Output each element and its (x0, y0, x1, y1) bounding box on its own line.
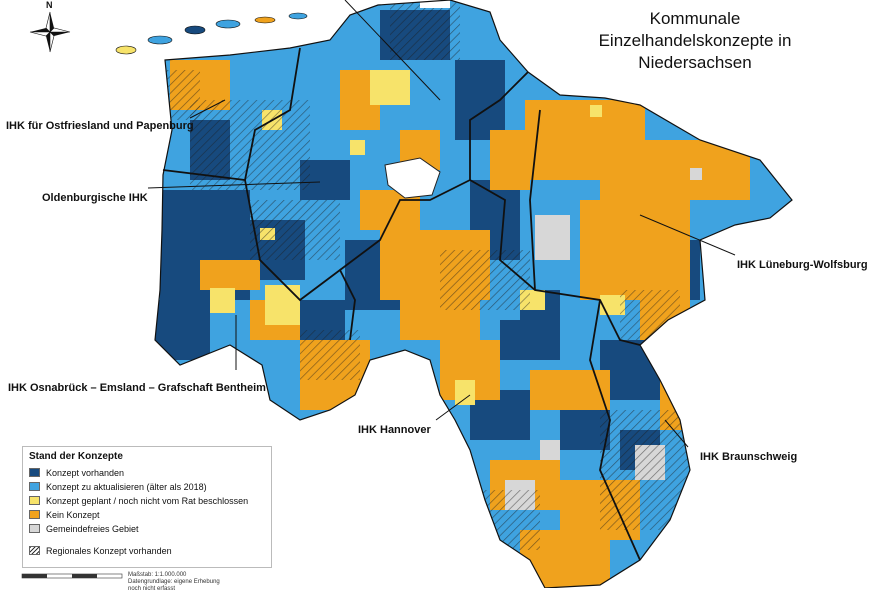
legend-swatch (29, 510, 40, 519)
legend-swatch-hatch (29, 546, 40, 555)
region-label-osnabrueck: IHK Osnabrück – Emsland – Grafschaft Ben… (8, 382, 266, 394)
legend-label: Konzept geplant / noch nicht vom Rat bes… (46, 495, 249, 506)
legend-item: Konzept zu aktualisieren (älter als 2018… (29, 480, 265, 493)
legend-swatch (29, 482, 40, 491)
state-outline (154, 0, 793, 588)
legend-item: Kein Konzept (29, 508, 265, 521)
legend-label: Regionales Konzept vorhanden (46, 545, 172, 556)
legend-label: Konzept vorhanden (46, 467, 125, 478)
legend-label: Kein Konzept (46, 509, 100, 520)
extra-text: noch nicht erfasst (128, 586, 176, 592)
legend-title: Stand der Konzepte (29, 451, 123, 462)
region-label-lueneburg: IHK Lüneburg-Wolfsburg (737, 259, 868, 271)
legend-item: Gemeindefreies Gebiet (29, 522, 265, 535)
scale-bar (21, 573, 123, 579)
legend-item-hatch: Regionales Konzept vorhanden (29, 544, 265, 557)
source-text: Datengrundlage: eigene Erhebung (128, 579, 220, 585)
compass-rose-icon (29, 11, 71, 53)
scale-text: Maßstab: 1:1.000.000 (128, 572, 187, 578)
legend-item: Konzept vorhanden (29, 466, 265, 479)
region-label-ostfriesland: IHK für Ostfriesland und Papenburg (6, 120, 194, 132)
region-label-braunschweig: IHK Braunschweig (700, 451, 798, 463)
legend-swatch (29, 524, 40, 533)
map-title: Kommunale Einzelhandelskonzepte in Niede… (598, 9, 792, 72)
region-label-oldenburg: Oldenburgische IHK (42, 192, 148, 204)
compass-north-label: N (46, 0, 53, 10)
ihk-boundaries (162, 47, 641, 561)
scale-info: Maßstab: 1:1.000.000 Datengrundlage: eig… (128, 572, 220, 593)
region-label-hannover: IHK Hannover (358, 424, 431, 436)
map-legend: Stand der Konzepte Konzept vorhanden Kon… (22, 446, 272, 568)
leader-lines (147, 0, 736, 448)
legend-item: Konzept geplant / noch nicht vom Rat bes… (29, 494, 265, 507)
islands (115, 12, 308, 55)
legend-swatch (29, 468, 40, 477)
legend-swatch (29, 496, 40, 505)
legend-label: Konzept zu aktualisieren (älter als 2018… (46, 481, 207, 492)
legend-label: Gemeindefreies Gebiet (46, 523, 139, 534)
